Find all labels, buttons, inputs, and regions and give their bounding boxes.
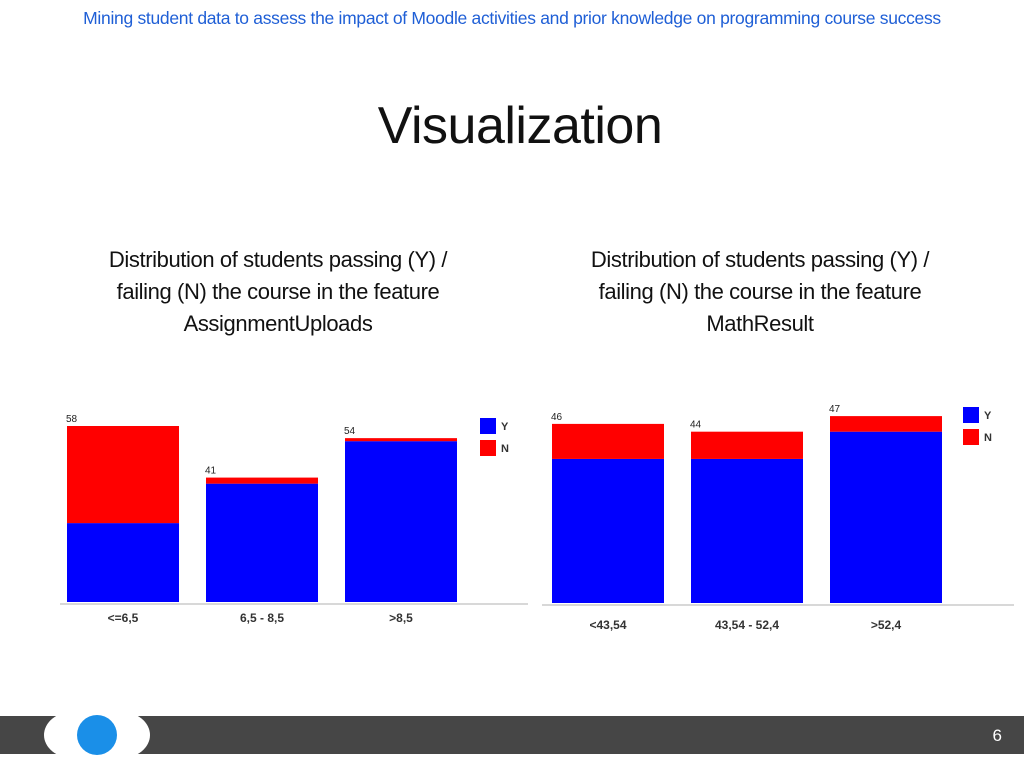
footer-bar <box>0 716 1024 754</box>
legend-swatch-n <box>480 440 496 456</box>
legend-swatch-y <box>963 407 979 423</box>
category-tick-label: 6,5 - 8,5 <box>240 611 284 625</box>
footer-logo-dot <box>77 715 117 755</box>
bar-y-segment <box>830 431 942 603</box>
caption-line: MathResult <box>706 311 814 336</box>
caption-line: Distribution of students passing (Y) / <box>590 247 930 272</box>
bar-total-label: 46 <box>551 412 563 423</box>
bar-y-segment <box>691 458 803 603</box>
bar-n-segment <box>206 477 318 484</box>
bar-y-segment <box>67 523 179 602</box>
category-tick-label: >8,5 <box>389 611 413 625</box>
bar-total-label: 44 <box>690 420 702 431</box>
caption-line: failing (N) the course in the feature <box>598 279 922 304</box>
bar-n-segment <box>830 416 942 432</box>
caption-line: Distribution of students passing (Y) / <box>108 247 448 272</box>
category-tick-label: <43,54 <box>589 618 626 632</box>
legend-label-y: Y <box>501 421 509 433</box>
page-number: 6 <box>992 726 1002 745</box>
bar-total-label: 58 <box>66 414 78 425</box>
bar-total-label: 47 <box>829 404 841 415</box>
bar-n-segment <box>691 431 803 459</box>
legend-label-n: N <box>501 443 509 455</box>
bar-y-segment <box>206 483 318 602</box>
legend-swatch-n <box>963 429 979 445</box>
header-title: Mining student data to assess the impact… <box>83 8 941 28</box>
legend-label-y: Y <box>984 410 992 422</box>
legend-swatch-y <box>480 418 496 434</box>
bar-n-segment <box>345 438 457 442</box>
bar-total-label: 41 <box>205 466 217 477</box>
bar-y-segment <box>345 441 457 602</box>
chart-caption-left: Distribution of students passing (Y) / f… <box>48 244 508 340</box>
bar-y-segment <box>552 458 664 603</box>
bar-total-label: 54 <box>344 426 356 437</box>
legend-label-n: N <box>984 432 992 444</box>
caption-line: AssignmentUploads <box>183 311 373 336</box>
category-tick-label: 43,54 - 52,4 <box>715 618 779 632</box>
bar-n-segment <box>67 426 179 524</box>
bar-n-segment <box>552 423 664 459</box>
category-tick-label: <=6,5 <box>108 611 139 625</box>
chart-caption-right: Distribution of students passing (Y) / f… <box>530 244 990 340</box>
category-tick-label: >52,4 <box>871 618 902 632</box>
slide-title: Visualization <box>377 97 663 155</box>
caption-line: failing (N) the course in the feature <box>116 279 440 304</box>
